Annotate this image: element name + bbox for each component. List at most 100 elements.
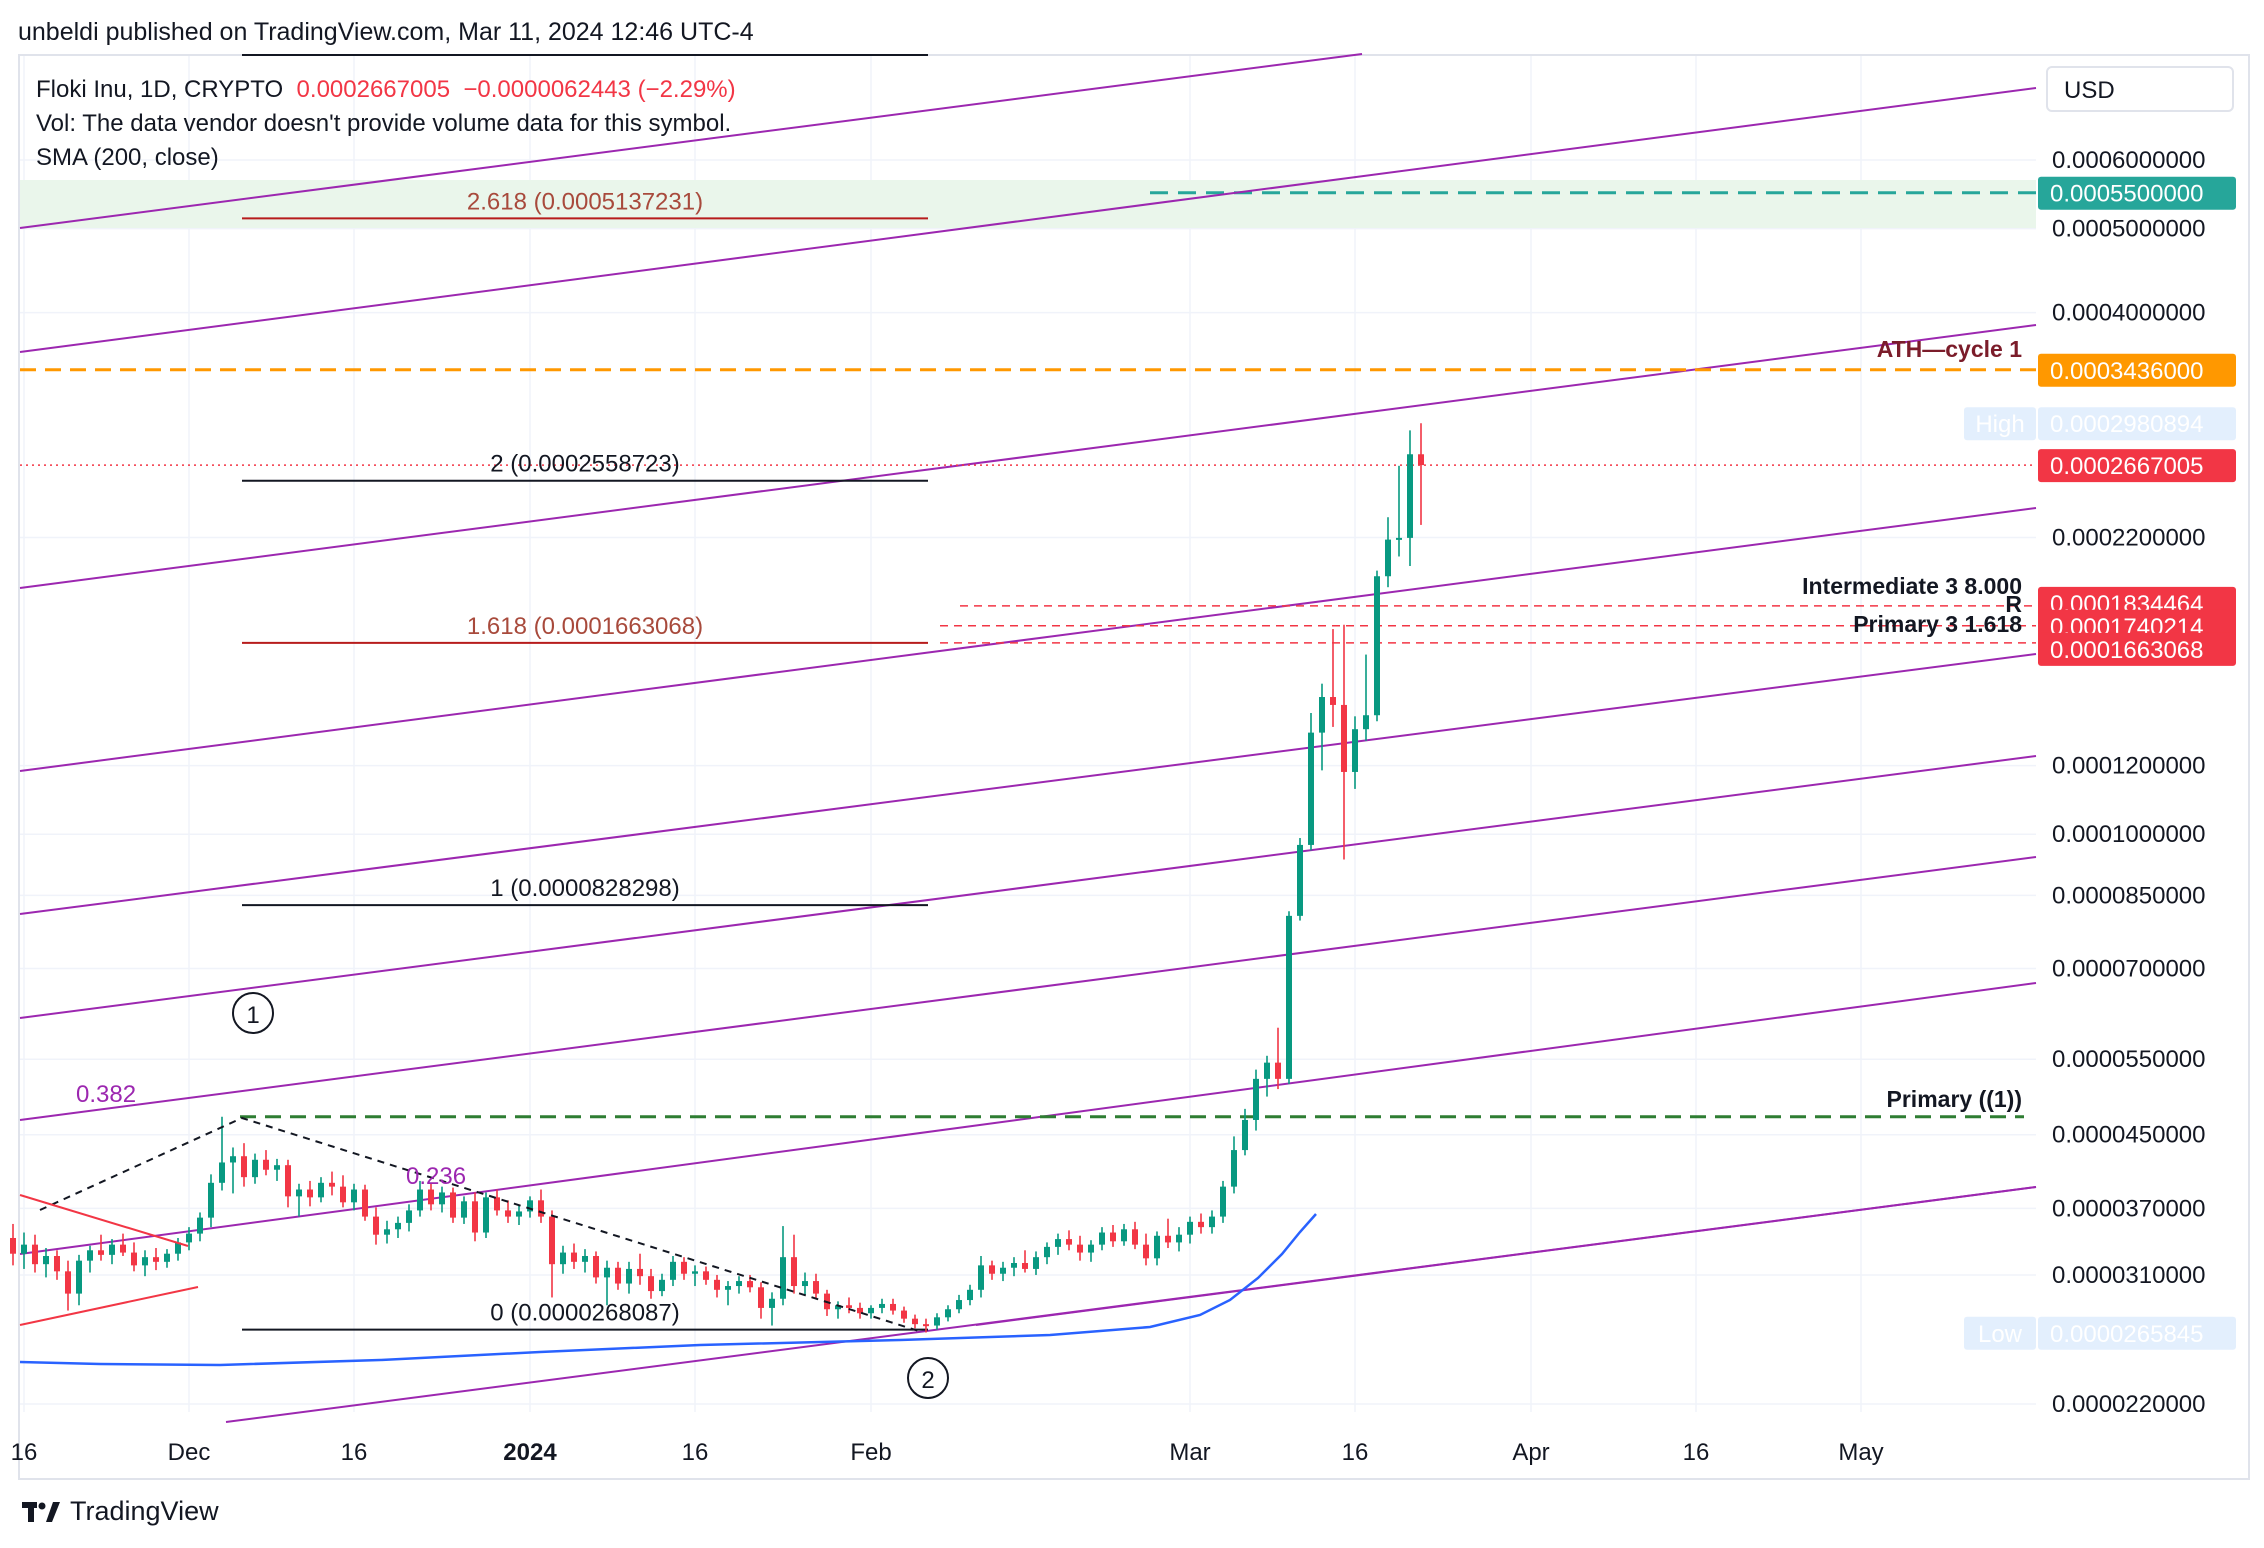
candle-body-down <box>307 1189 313 1198</box>
candle-body-up <box>1374 576 1380 716</box>
candle-body-down <box>1066 1239 1072 1245</box>
candle-body-down <box>153 1257 159 1262</box>
candle-body-up <box>780 1257 786 1299</box>
candle-body-up <box>1000 1267 1006 1274</box>
candle-body-up <box>1011 1263 1017 1268</box>
channel-line <box>19 653 2037 915</box>
candles-layer <box>10 423 1424 1333</box>
candle-body-down <box>989 1265 995 1274</box>
price-badge-tag-bg <box>1964 1316 2036 1350</box>
channel-line <box>19 53 1363 229</box>
candle-body-up <box>439 1192 445 1205</box>
fib-level-label: 1 (0.0000828298) <box>490 875 680 902</box>
candle-body-up <box>164 1253 170 1262</box>
candle-body-up <box>956 1300 962 1310</box>
candle-body-up <box>879 1303 885 1308</box>
candle-body-down <box>428 1189 434 1205</box>
candle-body-up <box>516 1211 522 1217</box>
candle-body-up <box>802 1281 808 1287</box>
time-axis-tick: 16 <box>11 1439 38 1466</box>
channel-line <box>19 856 2037 1121</box>
candle-body-up <box>1220 1186 1226 1217</box>
price-badge <box>2038 1316 2236 1350</box>
candle-body-down <box>791 1257 797 1287</box>
price-badge-tag: Low <box>1978 1321 2023 1348</box>
time-axis-tick: Dec <box>168 1439 211 1466</box>
wave-1-label: 1 <box>246 1002 259 1029</box>
candle-body-up <box>76 1260 82 1294</box>
price-badge-label: 0.0003436000 <box>2050 358 2204 385</box>
currency-selector[interactable]: USD <box>2046 66 2234 112</box>
candle-body-up <box>1297 844 1303 916</box>
candle-body-down <box>1132 1229 1138 1245</box>
sma-layer <box>19 1213 1317 1367</box>
price-badge <box>2038 407 2236 441</box>
ratio-0382-label: 0.382 <box>76 1081 136 1108</box>
candle-body-up <box>1033 1257 1039 1269</box>
candle-body-up <box>692 1271 698 1274</box>
fib-level-label: 2 (0.0002558723) <box>490 451 680 478</box>
candle-body-up <box>1396 537 1402 540</box>
price-badge-label: 0.0001663068 <box>2050 637 2204 664</box>
candle-body-up <box>1385 539 1391 577</box>
level-lines-layer <box>20 368 2036 1119</box>
channel-line <box>19 982 2037 1255</box>
price-axis-tick: 0.0004000000 <box>2052 300 2206 327</box>
channel-line <box>19 507 2037 772</box>
price-badge-label: 0.0002980894 <box>2050 411 2204 438</box>
candle-body-down <box>1143 1244 1149 1259</box>
candle-body-down <box>846 1305 852 1308</box>
candle-body-down <box>1341 704 1347 772</box>
candle-body-down <box>681 1261 687 1274</box>
candle-body-down <box>98 1250 104 1255</box>
candle-body-up <box>604 1267 610 1278</box>
candle-body-up <box>670 1261 676 1280</box>
candle-body-up <box>252 1159 258 1178</box>
time-axis-tick: 16 <box>1342 1439 1369 1466</box>
candle-body-up <box>1209 1216 1215 1228</box>
primary-1-label: Primary ((1)) <box>1887 1086 2022 1112</box>
candle-body-up <box>1055 1239 1061 1247</box>
sma-200-line <box>19 1213 1317 1367</box>
candle-body-up <box>417 1189 423 1211</box>
candle-body-down <box>923 1324 929 1327</box>
candle-body-up <box>483 1197 489 1233</box>
candle-body-down <box>505 1210 511 1217</box>
candle-body-down <box>648 1276 654 1292</box>
candle-body-up <box>1286 915 1292 1079</box>
channel-line <box>19 755 2037 1019</box>
r-mark-label: R <box>2005 591 2022 617</box>
candle-body-up <box>1308 732 1314 845</box>
fib-level-label: 0 (0.0000268087) <box>490 1300 680 1327</box>
candle-body-down <box>472 1201 478 1233</box>
candle-body-up <box>1231 1150 1237 1187</box>
candle-body-down <box>131 1252 137 1266</box>
candle-body-down <box>1275 1062 1281 1079</box>
legend-symbol-row: Floki Inu, 1D, CRYPTO 0.0002667005 −0.00… <box>36 76 736 104</box>
time-axis-tick: Mar <box>1169 1439 1210 1466</box>
time-axis: 16 Dec 16 2024 16 Feb Mar 16 Apr 16 May <box>11 1439 1884 1466</box>
candle-body-up <box>395 1222 401 1230</box>
price-badge-layer: 0.0005500000 0.0003436000 0.0002980894 High… <box>1964 176 2236 1350</box>
tradingview-brand-label: TradingView <box>70 1496 219 1526</box>
legend-sma[interactable]: SMA (200, close) <box>36 144 219 171</box>
candle-body-down <box>1022 1263 1028 1269</box>
price-badge <box>2038 353 2236 387</box>
candle-body-up <box>626 1268 632 1284</box>
candle-body-up <box>230 1156 236 1163</box>
candle-body-down <box>494 1197 500 1211</box>
candle-body-up <box>1154 1235 1160 1259</box>
candle-body-up <box>868 1307 874 1314</box>
time-axis-tick: Feb <box>850 1439 891 1466</box>
tradingview-brand[interactable]: TradingView <box>22 1496 219 1527</box>
candle-body-up <box>274 1165 280 1170</box>
candle-body-up <box>1264 1062 1270 1079</box>
legend-symbol: Floki Inu, 1D, CRYPTO <box>36 76 284 103</box>
fib-level-label: 1.618 (0.0001663068) <box>467 613 703 640</box>
time-axis-tick: May <box>1838 1439 1883 1466</box>
candle-body-up <box>1352 729 1358 772</box>
candle-body-down <box>1165 1235 1171 1243</box>
price-badge-label: 0.0002667005 <box>2050 453 2204 480</box>
